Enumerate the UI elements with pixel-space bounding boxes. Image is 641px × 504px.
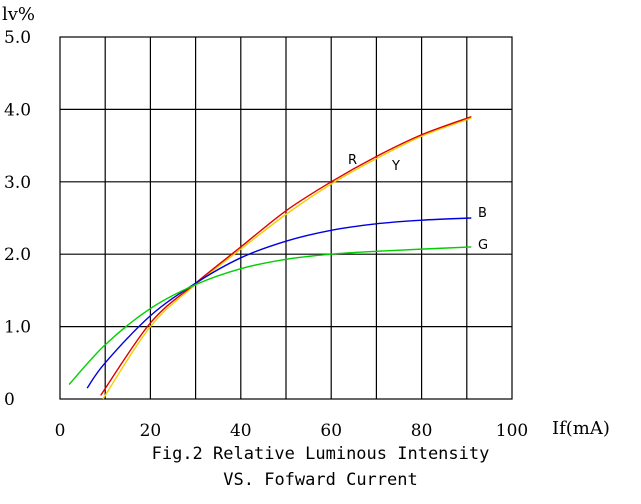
series-label-b: B — [478, 206, 487, 221]
y-tick-label: 2.0 — [4, 245, 31, 265]
x-tick-label: 60 — [320, 421, 342, 441]
series-labels: R Y B G — [348, 153, 488, 253]
series-lines — [68, 115, 472, 400]
y-tick-label: 1.0 — [4, 318, 31, 338]
series-line-g — [68, 246, 472, 385]
figure-caption-line-1: Fig.2 Relative Luminous Intensity — [151, 444, 490, 464]
series-line-r — [100, 115, 472, 396]
x-tick-label: 20 — [140, 421, 162, 441]
x-tick-label: 40 — [230, 421, 252, 441]
series-label-g: G — [478, 238, 488, 253]
y-tick-label: 3.0 — [4, 173, 31, 193]
series-label-r: R — [348, 153, 357, 168]
y-tick-label: 4.0 — [4, 100, 31, 120]
y-tick-label: 0 — [4, 390, 15, 410]
tick-labels: 0 1.0 2.0 3.0 4.0 5.0 0 20 40 60 80 100 — [4, 28, 528, 441]
x-tick-label: 100 — [496, 421, 528, 441]
figure-caption-line-2: VS. Fofward Current — [223, 470, 418, 490]
x-axis-label: If(mA) — [552, 418, 610, 439]
y-axis-label: lv% — [2, 4, 35, 25]
y-tick-label: 5.0 — [4, 28, 31, 48]
series-line-b — [86, 217, 472, 389]
grid — [59, 36, 513, 400]
x-tick-label: 0 — [55, 421, 66, 441]
x-tick-label: 80 — [411, 421, 433, 441]
series-label-y: Y — [391, 159, 400, 174]
series-line-y — [102, 117, 472, 400]
